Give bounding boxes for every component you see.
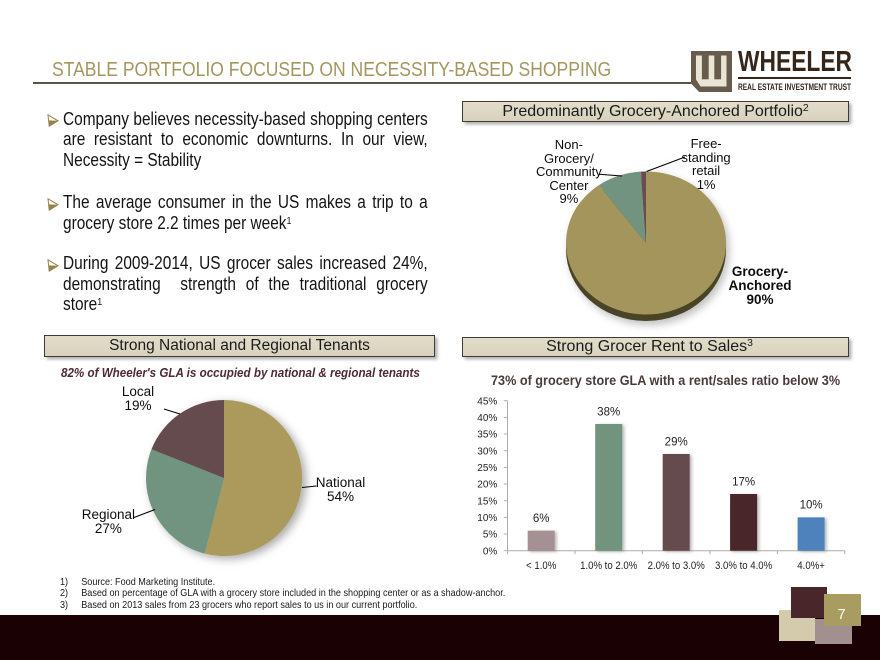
- svg-text:2.0% to 3.0%: 2.0% to 3.0%: [648, 560, 705, 572]
- svg-text:45%: 45%: [477, 396, 497, 407]
- svg-text:< 1.0%: < 1.0%: [526, 560, 556, 572]
- svg-text:25%: 25%: [477, 463, 497, 474]
- svg-text:0%: 0%: [483, 546, 498, 557]
- svg-text:29%: 29%: [665, 436, 688, 448]
- svg-text:6%: 6%: [533, 513, 550, 525]
- svg-text:4.0%+: 4.0%+: [797, 560, 825, 572]
- svg-text:5%: 5%: [483, 530, 498, 541]
- svg-text:35%: 35%: [477, 430, 497, 441]
- svg-text:30%: 30%: [477, 446, 497, 457]
- svg-text:38%: 38%: [597, 406, 620, 418]
- svg-text:15%: 15%: [477, 496, 497, 507]
- svg-text:17%: 17%: [732, 476, 755, 488]
- svg-text:3.0% to 4.0%: 3.0% to 4.0%: [715, 560, 772, 572]
- svg-text:40%: 40%: [477, 413, 497, 424]
- svg-text:1.0% to 2.0%: 1.0% to 2.0%: [580, 560, 637, 572]
- svg-text:10%: 10%: [477, 513, 497, 524]
- svg-text:10%: 10%: [800, 500, 823, 512]
- svg-text:20%: 20%: [477, 480, 497, 491]
